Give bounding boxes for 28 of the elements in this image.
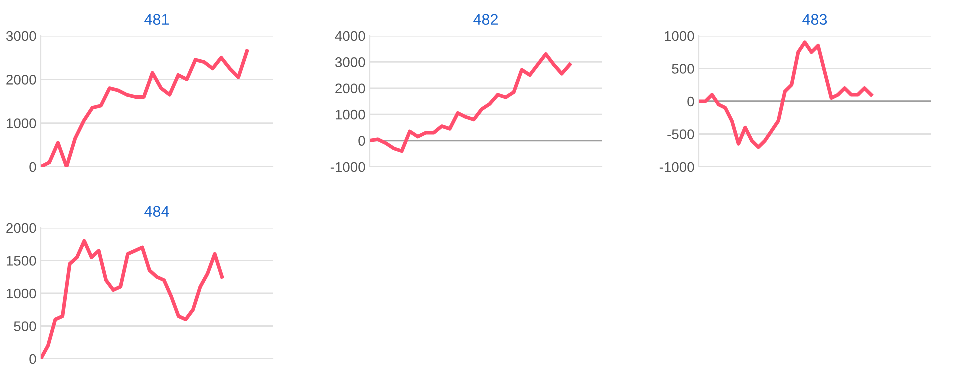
y-tick-label: 500 — [672, 64, 694, 74]
y-tick-label: 0 — [688, 96, 694, 107]
y-tick-label: 0 — [358, 136, 366, 146]
y-tick-label: 0 — [30, 162, 36, 172]
line-series — [41, 49, 250, 167]
y-tick-label: 1500 — [7, 256, 36, 266]
chart-title: 483 — [802, 14, 828, 26]
y-tick-label: -1000 — [660, 162, 694, 172]
y-tick-label: 1000 — [7, 288, 36, 299]
y-tick-label: 2000 — [6, 75, 36, 85]
line-series — [370, 52, 572, 154]
y-tick-label: 2000 — [6, 223, 36, 234]
y-tick-label: -500 — [668, 130, 694, 140]
y-tick-label: 1000 — [665, 31, 694, 42]
y-tick-label: 500 — [14, 322, 36, 332]
chart-title: 481 — [144, 14, 169, 26]
line-series — [699, 40, 874, 150]
chart-title: 484 — [144, 206, 170, 218]
y-tick-label: 4000 — [335, 31, 366, 42]
y-tick-label: 1000 — [7, 118, 36, 129]
y-tick-label: 0 — [30, 354, 36, 364]
y-tick-label: -1000 — [330, 162, 366, 172]
chart-title: 482 — [474, 14, 498, 26]
y-tick-label: 3000 — [6, 31, 36, 42]
y-tick-label: 1000 — [336, 110, 366, 120]
y-tick-label: 2000 — [336, 84, 366, 94]
y-tick-label: 3000 — [335, 58, 366, 68]
line-series — [41, 239, 224, 359]
